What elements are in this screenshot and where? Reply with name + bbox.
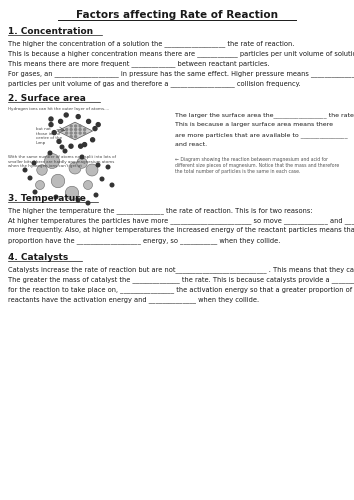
Circle shape [76,114,80,118]
Text: 4. Catalysts: 4. Catalysts [8,253,68,262]
Circle shape [79,128,81,130]
Circle shape [79,132,81,134]
Text: For gases, an ___________________ in pressure has the same effect. Higher pressu: For gases, an ___________________ in pre… [8,70,354,76]
Circle shape [96,163,100,167]
Circle shape [28,176,32,180]
Circle shape [77,158,87,168]
Circle shape [70,128,72,130]
Circle shape [93,126,97,130]
Circle shape [96,122,100,126]
Circle shape [70,136,72,138]
Circle shape [33,190,37,194]
Circle shape [66,132,68,134]
Circle shape [57,140,61,143]
Circle shape [80,155,84,159]
Text: Factors affecting Rate of Reaction: Factors affecting Rate of Reaction [76,10,278,20]
Text: for the reaction to take place on, ________________ the activation energy so tha: for the reaction to take place on, _____… [8,286,354,292]
Circle shape [51,174,65,188]
Circle shape [75,125,76,127]
Text: This is because a higher concentration means there are ____________ particles pe: This is because a higher concentration m… [8,50,354,56]
Text: and react.: and react. [175,142,207,147]
Circle shape [45,154,59,168]
Circle shape [66,128,68,130]
Text: This is because a larger surface area means there: This is because a larger surface area me… [175,122,333,127]
Circle shape [61,128,63,130]
Circle shape [76,198,80,202]
Text: The higher the temperature the ______________ the rate of reaction. This is for : The higher the temperature the _________… [8,207,313,214]
Circle shape [23,168,27,172]
Circle shape [86,201,90,205]
Text: 2. Surface area: 2. Surface area [8,94,86,103]
Text: The higher the concentration of a solution the __________________ the rate of re: The higher the concentration of a soluti… [8,40,295,47]
Circle shape [84,128,86,130]
Circle shape [54,195,58,199]
Circle shape [82,142,87,146]
Circle shape [94,193,98,197]
Circle shape [110,183,114,187]
Circle shape [79,125,81,127]
Circle shape [100,177,104,181]
Text: Catalysts increase the rate of reaction but are not___________________________ .: Catalysts increase the rate of reaction … [8,266,354,273]
Polygon shape [57,122,93,140]
Text: This means there are more frequent _____________ between reactant particles.: This means there are more frequent _____… [8,60,270,66]
Circle shape [86,164,98,176]
Circle shape [79,144,82,148]
Text: 3. Temperature: 3. Temperature [8,194,86,203]
Text: At higher temperatures the particles have more ________________________ so move : At higher temperatures the particles hav… [8,217,354,224]
Text: The greater the mass of catalyst the ______________ the rate. This is because ca: The greater the mass of catalyst the ___… [8,276,354,283]
Circle shape [87,120,91,124]
Text: reactants have the activation energy and ______________ when they collide.: reactants have the activation energy and… [8,296,259,302]
Circle shape [106,165,110,169]
Circle shape [49,117,53,121]
Circle shape [84,132,86,134]
Circle shape [48,151,52,155]
Circle shape [59,120,63,124]
Circle shape [75,128,76,130]
Circle shape [63,149,67,153]
Text: Hydrogen ions can hit the outer layer of atoms....: Hydrogen ions can hit the outer layer of… [8,107,109,111]
Text: particles per unit volume of gas and therefore a ___________________ collision f: particles per unit volume of gas and the… [8,80,301,87]
Circle shape [60,145,64,149]
Circle shape [49,122,53,126]
Circle shape [69,162,81,174]
Circle shape [70,125,72,127]
Circle shape [35,180,45,190]
Circle shape [52,130,56,134]
Text: are more particles that are available to _______________: are more particles that are available to… [175,132,348,138]
Text: The larger the surface area the_________________ the rate.: The larger the surface area the_________… [175,112,354,117]
Text: but not
those in the
centre of the
lump: but not those in the centre of the lump [36,127,62,145]
Circle shape [84,180,92,190]
Text: With the same number of atoms now split into lots of
smaller bits, there are har: With the same number of atoms now split … [8,155,116,168]
Circle shape [64,113,68,117]
Circle shape [91,138,95,142]
Circle shape [37,165,47,175]
Text: ← Diagram showing the reaction between magnesium and acid for
different size pie: ← Diagram showing the reaction between m… [175,157,339,174]
Text: 1. Concentration: 1. Concentration [8,27,93,36]
Circle shape [75,132,76,134]
Circle shape [65,186,79,200]
Circle shape [32,161,36,165]
Text: proportion have the ___________________ energy, so ___________ when they collide: proportion have the ___________________ … [8,237,280,244]
Text: more frequently. Also, at higher temperatures the increased energy of the reacta: more frequently. Also, at higher tempera… [8,227,354,233]
Circle shape [69,144,73,148]
Circle shape [70,132,72,134]
Circle shape [75,136,76,138]
